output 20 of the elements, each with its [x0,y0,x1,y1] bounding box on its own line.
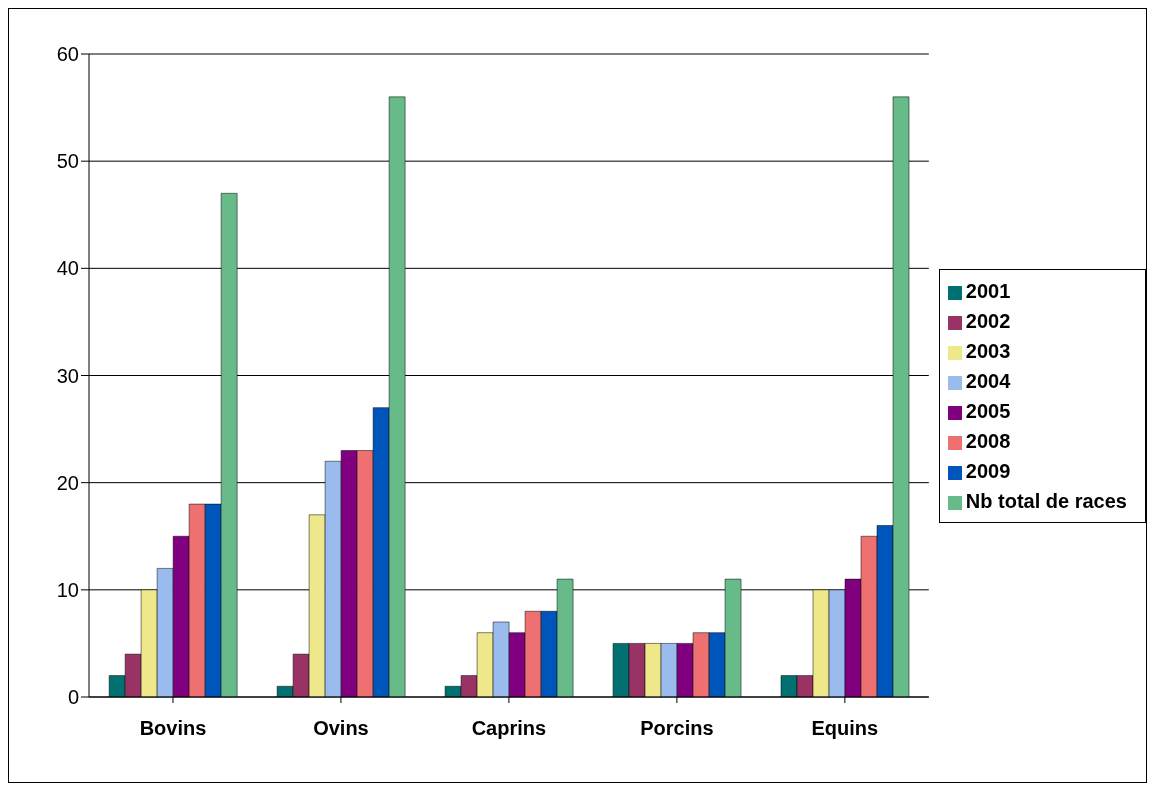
y-tick-label: 0 [67,686,79,709]
x-tick-label: Equins [811,717,879,740]
legend-label: 2008 [965,429,1011,452]
y-tick-label: 10 [56,578,79,601]
legend-label: 2005 [965,399,1011,422]
legend-label: 2001 [965,279,1011,302]
y-tick-label: 40 [56,257,79,280]
x-tick-label: Ovins [313,717,369,740]
legend-label: 2004 [965,369,1011,392]
legend-label: 2009 [965,459,1011,482]
legend-label: Nb total de races [965,489,1127,512]
x-tick-label: Bovins [139,717,207,740]
y-tick-label: 30 [56,364,79,387]
legend-label: 2003 [965,339,1011,362]
y-tick-label: 60 [56,43,79,66]
x-tick-label: Porcins [640,717,714,740]
legend-label: 2002 [965,309,1011,332]
y-tick-label: 50 [56,150,79,173]
x-tick-label: Caprins [471,717,547,740]
y-tick-label: 20 [56,471,79,494]
